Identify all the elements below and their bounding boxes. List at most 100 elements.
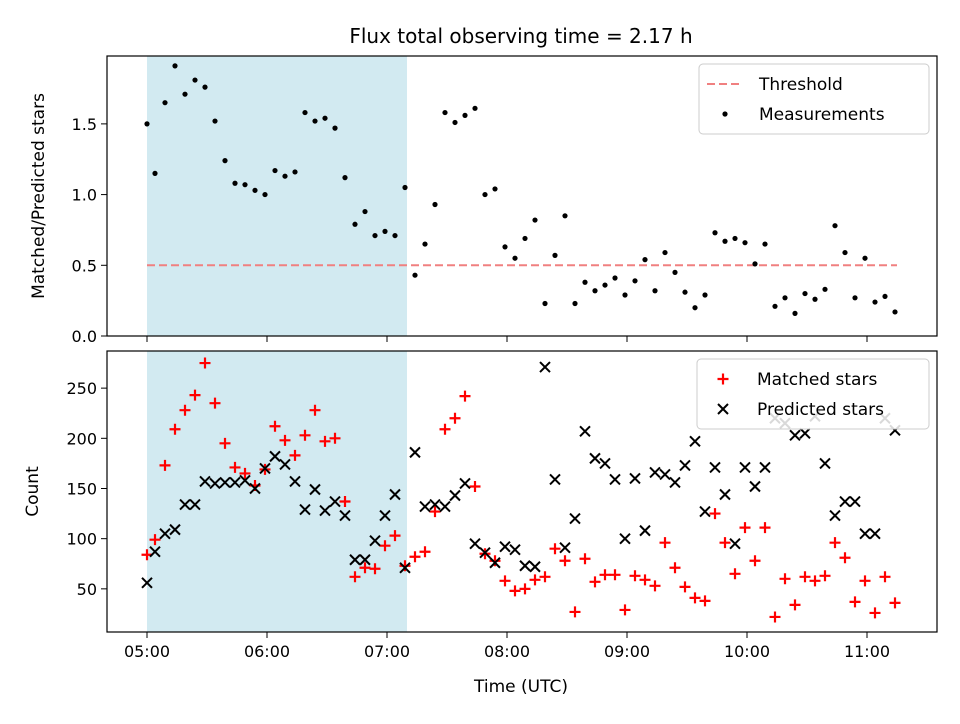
data-point: [179, 404, 191, 416]
data-point: [232, 180, 238, 186]
data-point-glyph: [679, 581, 691, 593]
data-point: [679, 459, 691, 472]
data-point: [452, 119, 458, 126]
data-point: [162, 100, 168, 106]
data-point: [459, 477, 471, 490]
data-point-glyph: [199, 357, 211, 369]
legend-marker-swatch: [717, 403, 729, 415]
data-point: [382, 228, 388, 234]
data-point: [712, 230, 718, 236]
data-point-glyph: [409, 446, 421, 459]
data-point: [582, 279, 588, 285]
data-point: [479, 547, 491, 559]
data-point: [289, 475, 301, 488]
data-point-glyph: [409, 551, 421, 563]
data-point: [369, 563, 381, 575]
data-point: [429, 506, 441, 518]
data-point: [469, 537, 481, 550]
data-point: [832, 223, 838, 229]
data-point: [719, 488, 731, 501]
data-point: [742, 240, 748, 246]
data-point: [499, 575, 511, 587]
legend-marker-swatch-glyph: [717, 373, 729, 385]
data-point: [859, 575, 871, 587]
data-point: [352, 221, 358, 227]
data-point-glyph: [429, 506, 441, 518]
data-point: [272, 167, 278, 174]
data-point: [689, 592, 701, 604]
data-point-glyph: [689, 435, 701, 448]
data-point-glyph: [769, 611, 781, 623]
data-point: [812, 296, 818, 302]
data-point: [789, 429, 801, 442]
data-point-glyph: [219, 437, 231, 449]
data-point-glyph: [349, 554, 361, 566]
data-point-glyph: [259, 462, 271, 475]
data-point: [489, 557, 501, 569]
data-point: [379, 540, 391, 552]
data-point: [539, 571, 551, 583]
chart-title: Flux total observing time = 2.17 h: [349, 24, 692, 48]
data-point-glyph: [669, 476, 681, 489]
data-point-glyph: [839, 552, 851, 564]
data-point: [312, 118, 318, 124]
data-point: [822, 286, 828, 292]
shaded-span: [147, 351, 407, 632]
data-point: [292, 169, 298, 175]
data-point: [489, 555, 501, 567]
data-point: [339, 496, 351, 508]
data-point-glyph: [299, 503, 311, 516]
data-point-glyph: [229, 476, 241, 489]
data-point: [469, 480, 481, 492]
data-point: [279, 434, 291, 446]
data-point-glyph: [649, 580, 661, 592]
data-point: [759, 461, 771, 474]
data-point: [319, 435, 331, 447]
data-point-glyph: [719, 488, 731, 501]
data-point: [212, 118, 218, 124]
data-point: [222, 158, 228, 164]
data-point-glyph: [229, 461, 241, 473]
data-point-glyph: [739, 522, 751, 534]
data-point-glyph: [189, 498, 201, 511]
data-point: [749, 555, 761, 567]
data-point: [512, 255, 518, 261]
x-tick-label: 11:00: [844, 642, 890, 661]
data-point: [772, 303, 778, 309]
data-point: [869, 527, 881, 540]
data-point-glyph: [629, 570, 641, 582]
data-point: [532, 217, 538, 223]
count-panel: 05:00 06:00 07:00 08:00 09:00 10:00 11:00 50 100…: [23, 350, 938, 661]
data-point: [449, 412, 461, 424]
data-point: [709, 461, 721, 474]
data-point-glyph: [819, 457, 831, 470]
data-point: [692, 305, 698, 311]
data-point-glyph: [539, 361, 551, 373]
data-point-glyph: [359, 562, 371, 574]
data-point: [144, 121, 150, 127]
data-point-glyph: [519, 560, 531, 572]
data-point-glyph: [359, 554, 371, 566]
data-point-glyph: [529, 574, 541, 586]
data-point-glyph: [599, 569, 611, 581]
data-point-glyph: [589, 576, 601, 588]
data-point: [219, 437, 231, 449]
data-point-glyph: [439, 500, 451, 513]
data-point-glyph: [549, 543, 561, 555]
data-point: [332, 125, 338, 131]
data-point: [589, 452, 601, 465]
data-point: [229, 461, 241, 473]
legend: Matched stars Predicted stars: [696, 358, 930, 430]
y-tick-label: 200: [66, 429, 97, 448]
data-point-glyph: [639, 574, 651, 586]
data-point-glyph: [469, 537, 481, 550]
data-point-glyph: [329, 432, 341, 444]
data-point-glyph: [269, 420, 281, 432]
data-point: [889, 597, 901, 609]
data-point: [342, 175, 348, 181]
data-point: [299, 429, 311, 441]
data-point: [842, 249, 848, 256]
data-point: [619, 604, 631, 616]
legend-marker-swatch-glyph: [717, 403, 729, 415]
